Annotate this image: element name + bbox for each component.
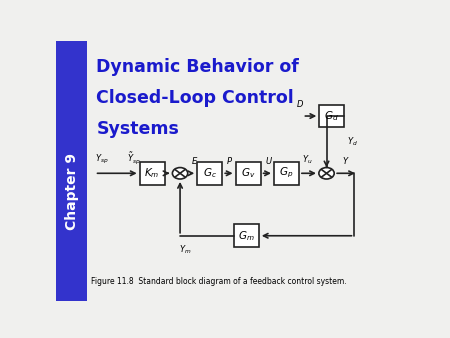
Text: $Y_u$: $Y_u$ xyxy=(302,153,312,166)
Text: $G_d$: $G_d$ xyxy=(324,109,339,123)
Text: $Y_d$: $Y_d$ xyxy=(347,136,358,148)
Text: Dynamic Behavior of: Dynamic Behavior of xyxy=(96,57,299,76)
Text: $Y_m$: $Y_m$ xyxy=(179,244,192,256)
Text: $Y_{sp}$: $Y_{sp}$ xyxy=(95,153,108,166)
FancyBboxPatch shape xyxy=(319,104,344,127)
Text: $G_v$: $G_v$ xyxy=(241,166,255,180)
FancyBboxPatch shape xyxy=(197,162,222,185)
Text: $G_m$: $G_m$ xyxy=(238,229,255,243)
Text: $\tilde{Y}_{sp}$: $\tilde{Y}_{sp}$ xyxy=(127,150,140,166)
FancyBboxPatch shape xyxy=(140,162,165,185)
FancyBboxPatch shape xyxy=(235,162,261,185)
Text: $P$: $P$ xyxy=(226,155,233,166)
Text: Figure 11.8  Standard block diagram of a feedback control system.: Figure 11.8 Standard block diagram of a … xyxy=(91,277,347,286)
Text: Chapter 9: Chapter 9 xyxy=(65,153,79,230)
Text: $E$: $E$ xyxy=(191,155,198,166)
Circle shape xyxy=(172,168,188,179)
FancyBboxPatch shape xyxy=(56,41,87,301)
FancyBboxPatch shape xyxy=(274,162,299,185)
Text: $G_p$: $G_p$ xyxy=(279,166,293,180)
Text: Closed-Loop Control: Closed-Loop Control xyxy=(96,89,294,107)
Text: $G_c$: $G_c$ xyxy=(203,166,216,180)
Text: $Y$: $Y$ xyxy=(342,155,350,166)
Text: $D$: $D$ xyxy=(297,98,304,109)
FancyBboxPatch shape xyxy=(234,224,259,247)
Text: $K_m$: $K_m$ xyxy=(144,166,160,180)
Circle shape xyxy=(319,168,334,179)
Text: $U$: $U$ xyxy=(265,155,273,166)
Text: Systems: Systems xyxy=(96,120,179,138)
